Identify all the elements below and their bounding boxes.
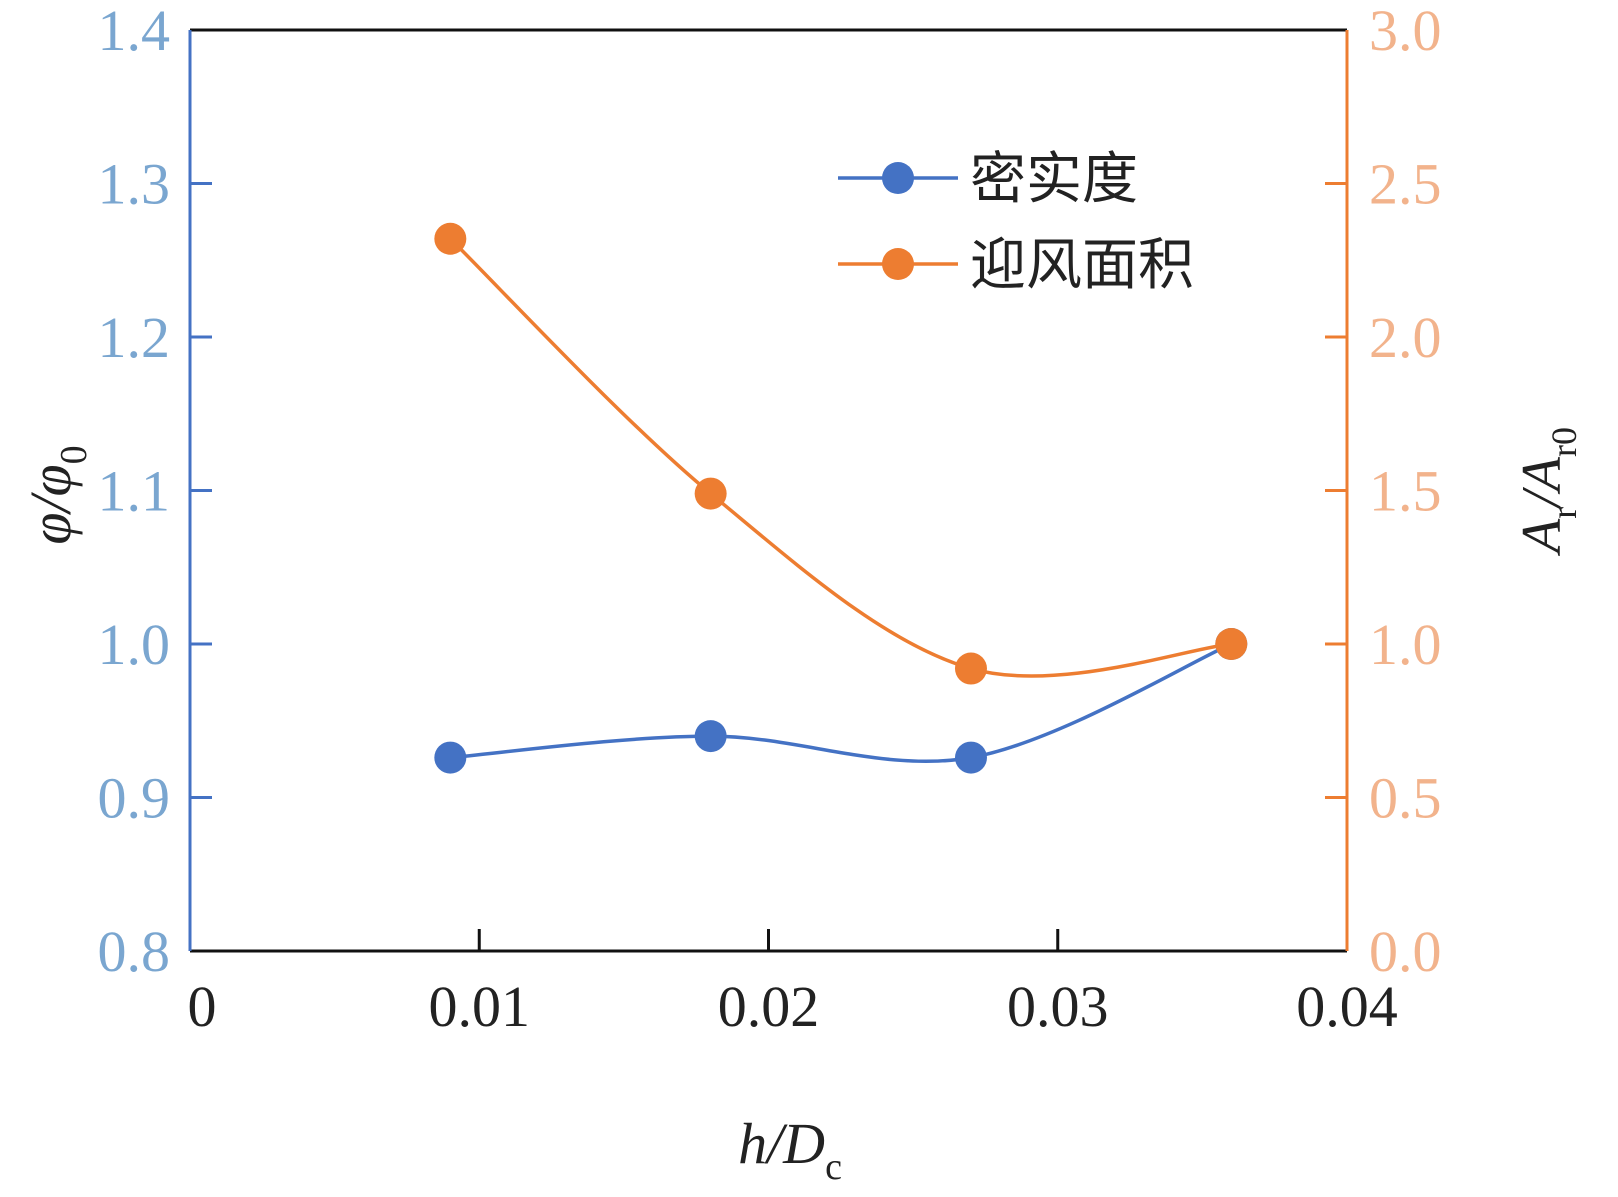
y-left-tick-label: 0.8 xyxy=(98,919,171,984)
data-point xyxy=(954,741,987,774)
y-right-tick-label: 1.5 xyxy=(1369,459,1442,524)
y-left-tick-label: 1.3 xyxy=(98,152,171,217)
y-left-axis-label-sub: 0 xyxy=(53,445,95,464)
series-2 xyxy=(434,222,1248,685)
x-tick-label: 0.03 xyxy=(1007,974,1109,1039)
series-line xyxy=(449,237,1232,678)
x-tick-label: 0.02 xyxy=(718,974,820,1039)
y-right-axis-label-sub1: r xyxy=(1544,507,1584,519)
y-right-tick-label: 1.0 xyxy=(1369,612,1442,677)
series-layer xyxy=(434,222,1248,774)
y-left-tick-label: 1.2 xyxy=(98,305,171,370)
x-axis-label-sub: c xyxy=(825,1146,842,1188)
y-left-tick-label: 0.9 xyxy=(98,766,171,831)
x-axis: 0 0.01 0.02 0.03 0.04 xyxy=(188,929,1398,1039)
x-axis-label: h/Dc xyxy=(738,1111,842,1188)
legend-item: 密实度 xyxy=(838,147,1138,212)
data-point xyxy=(694,720,727,753)
data-point xyxy=(954,652,987,685)
x-tick-label: 0.04 xyxy=(1296,974,1398,1039)
legend-swatch-marker xyxy=(882,162,914,194)
series-1 xyxy=(434,628,1248,774)
data-point xyxy=(694,477,727,510)
y-left-axis: 0.8 0.9 1.0 1.1 1.2 1.3 1.4 xyxy=(98,0,212,984)
y-right-tick-label: 0.0 xyxy=(1369,919,1442,984)
y-right-axis: 0.0 0.5 1.0 1.5 2.0 2.5 3.0 xyxy=(1325,0,1442,984)
y-left-axis-label: φ/φ0 xyxy=(18,445,95,544)
x-tick-label: 0 xyxy=(188,974,217,1039)
y-left-tick-label: 1.0 xyxy=(98,612,171,677)
y-right-axis-label: Ar/Ar0 xyxy=(1511,427,1584,557)
series-line xyxy=(450,642,1233,764)
y-right-tick-label: 2.0 xyxy=(1369,305,1442,370)
y-right-axis-label-sub2: r0 xyxy=(1544,427,1584,457)
y-left-tick-label: 1.4 xyxy=(98,0,171,63)
legend-item: 迎风面积 xyxy=(838,233,1194,298)
legend-label: 密实度 xyxy=(970,147,1138,212)
legend-swatch-marker xyxy=(882,248,914,280)
legend-label: 迎风面积 xyxy=(970,233,1194,298)
plot-frame xyxy=(188,28,1349,953)
x-axis-label-main: h/D xyxy=(738,1111,825,1176)
y-right-tick-label: 0.5 xyxy=(1369,766,1442,831)
y-right-axis-label-mid: /A xyxy=(1511,456,1573,510)
y-right-axis-label-main: A xyxy=(1511,518,1573,557)
data-point xyxy=(434,222,467,255)
y-right-tick-label: 2.5 xyxy=(1369,152,1442,217)
y-right-tick-label: 3.0 xyxy=(1369,0,1442,63)
y-left-axis-label-main: φ/φ xyxy=(18,464,83,544)
data-point xyxy=(1215,628,1248,660)
data-point xyxy=(434,741,467,774)
y-left-tick-label: 1.1 xyxy=(98,459,171,524)
x-tick-label: 0.01 xyxy=(429,974,531,1039)
